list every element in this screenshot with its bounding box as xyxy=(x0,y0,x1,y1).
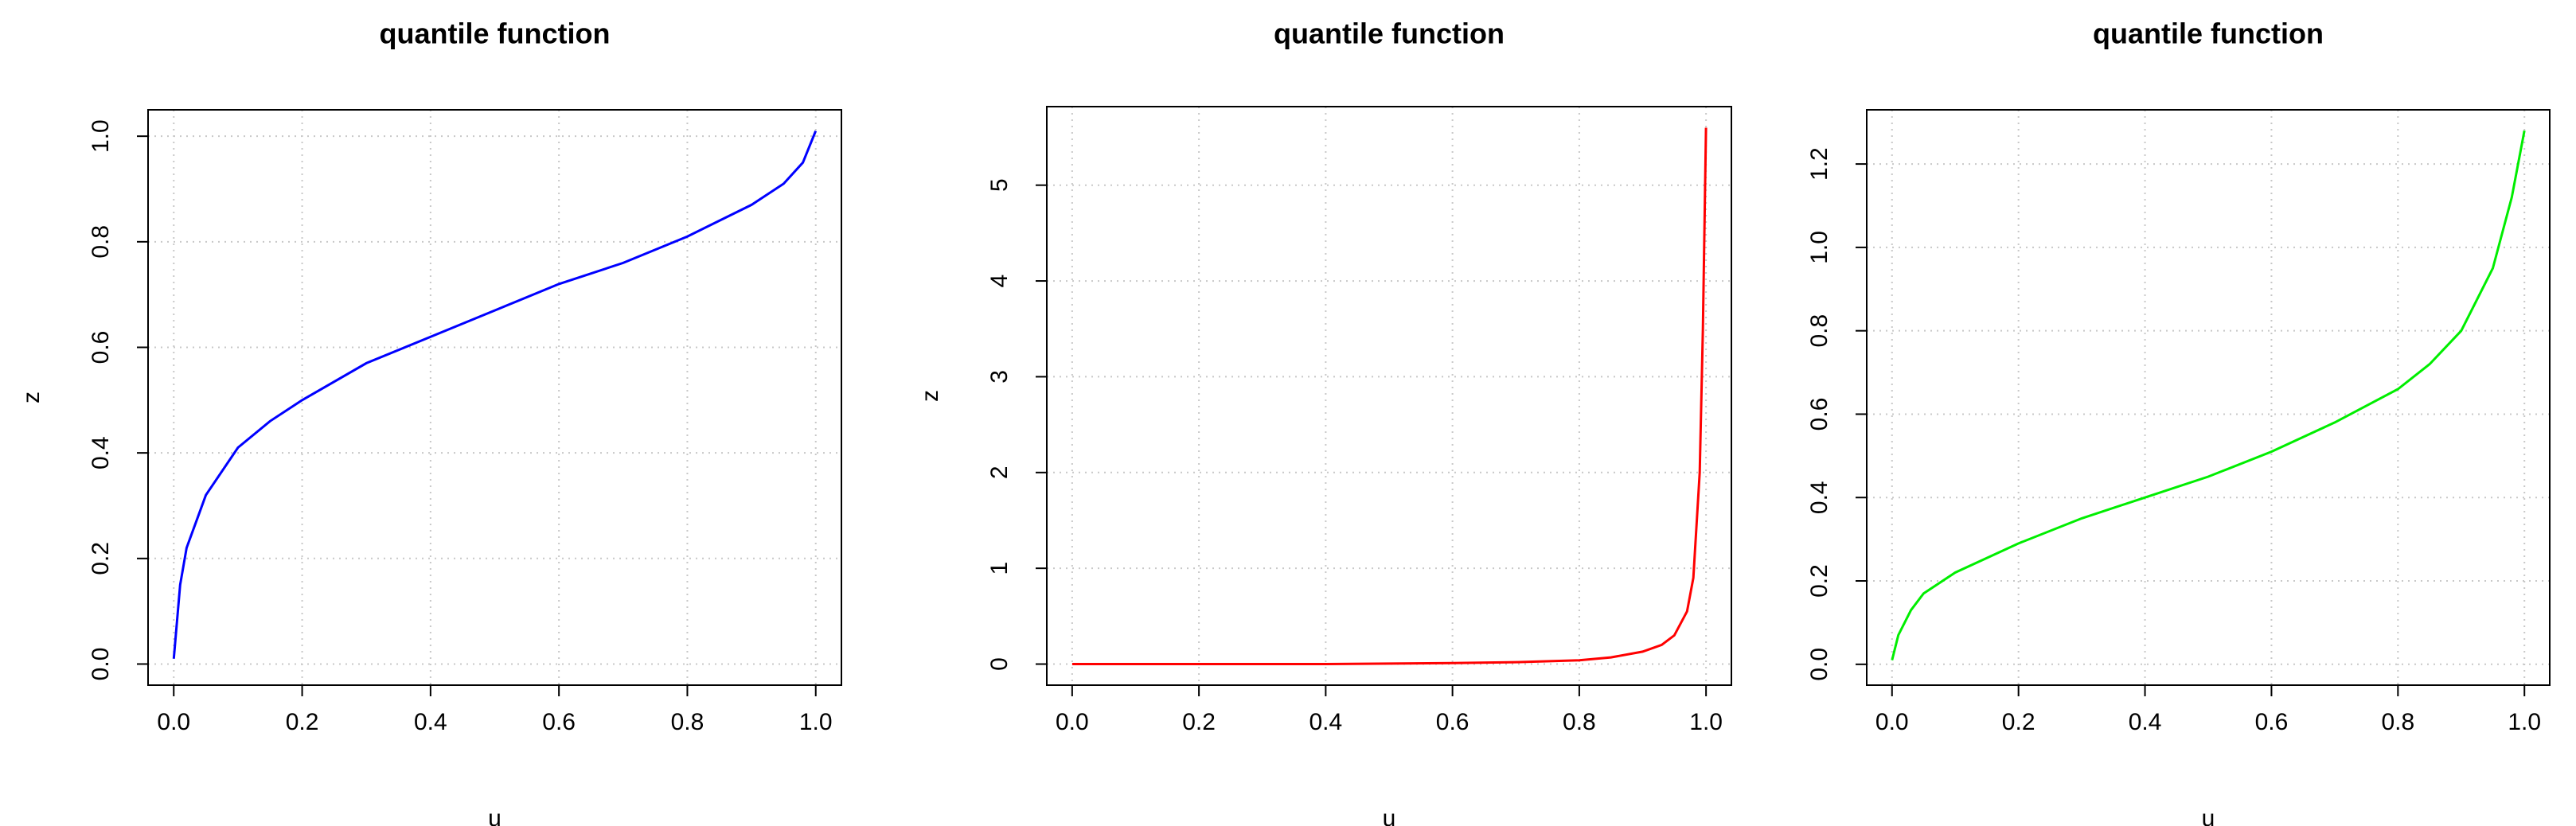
x-tick-label: 1.0 xyxy=(2508,709,2541,735)
x-tick-label: 0.4 xyxy=(1309,709,1343,735)
x-axis-label: u xyxy=(488,805,502,826)
y-tick-label: 1 xyxy=(986,562,1013,575)
x-tick-label: 0.2 xyxy=(2002,709,2035,735)
x-tick-label: 0.8 xyxy=(2381,709,2414,735)
y-tick-label: 1.0 xyxy=(1806,231,1832,264)
y-tick-label: 4 xyxy=(986,275,1013,288)
y-tick-label: 1.0 xyxy=(88,119,114,153)
y-axis-label: z xyxy=(917,390,943,402)
x-tick-label: 1.0 xyxy=(799,709,833,735)
x-tick-label: 0.8 xyxy=(671,709,704,735)
x-tick-label: 0.0 xyxy=(157,709,190,735)
y-tick-label: 0.4 xyxy=(88,436,114,469)
y-tick-label: 1.2 xyxy=(1806,147,1832,181)
y-tick-label: 0 xyxy=(986,657,1013,671)
y-tick-label: 0.8 xyxy=(88,225,114,259)
y-tick-label: 0.8 xyxy=(1806,314,1832,348)
x-tick-label: 0.8 xyxy=(1563,709,1596,735)
x-tick-label: 0.6 xyxy=(2255,709,2289,735)
x-tick-label: 0.4 xyxy=(2129,709,2162,735)
data-line xyxy=(1071,127,1708,665)
y-tick-label: 0.6 xyxy=(88,331,114,364)
x-tick-label: 0.4 xyxy=(414,709,447,735)
x-tick-label: 0.0 xyxy=(1056,709,1089,735)
y-tick-label: 3 xyxy=(986,370,1013,384)
chart-title: quantile function xyxy=(2093,18,2324,50)
y-tick-label: 2 xyxy=(986,466,1013,479)
x-tick-label: 0.6 xyxy=(542,709,576,735)
y-tick-label: 0.4 xyxy=(1806,481,1832,514)
plot-frame xyxy=(1046,106,1732,686)
y-axis-label: z xyxy=(18,392,45,403)
chart-title: quantile function xyxy=(380,18,611,50)
x-tick-label: 0.0 xyxy=(1875,709,1909,735)
x-tick-label: 0.2 xyxy=(286,709,319,735)
y-tick-label: 0.6 xyxy=(1806,398,1832,431)
y-tick-label: 0.0 xyxy=(88,648,114,681)
x-axis-label: u xyxy=(2202,805,2215,826)
x-axis-label: u xyxy=(1383,805,1396,826)
y-tick-label: 0.0 xyxy=(1806,648,1832,681)
plot-frame xyxy=(147,109,842,686)
data-line xyxy=(1891,130,2526,660)
y-tick-label: 0.2 xyxy=(88,542,114,575)
chart-title: quantile function xyxy=(1274,18,1505,50)
plot-frame xyxy=(1866,109,2551,686)
data-line xyxy=(172,130,818,659)
y-tick-label: 5 xyxy=(986,178,1013,192)
x-tick-label: 0.2 xyxy=(1182,709,1216,735)
x-tick-label: 1.0 xyxy=(1689,709,1723,735)
x-tick-label: 0.6 xyxy=(1436,709,1469,735)
y-tick-label: 0.2 xyxy=(1806,564,1832,598)
